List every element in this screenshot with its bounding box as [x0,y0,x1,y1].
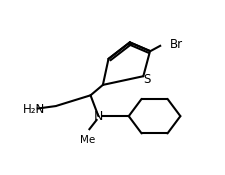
Text: H₂N: H₂N [23,103,45,116]
Text: N: N [93,110,103,123]
Text: Me: Me [79,135,94,145]
Text: Br: Br [169,38,183,51]
Text: S: S [143,73,150,86]
